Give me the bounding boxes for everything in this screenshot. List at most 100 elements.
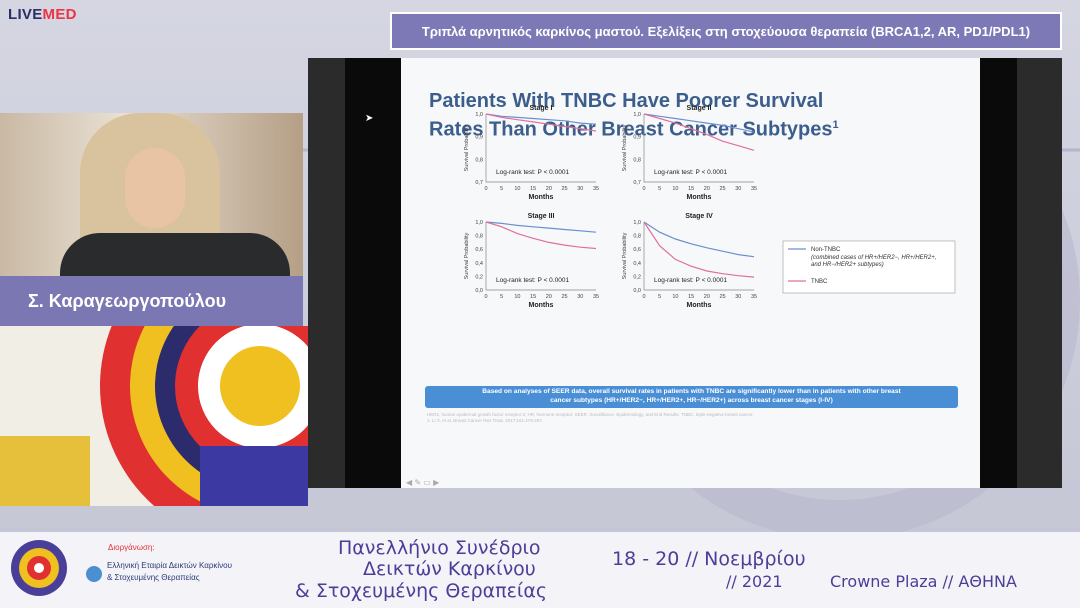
legend-non-tnbc-detail: and HR−/HER2+ subtypes) [811, 262, 884, 268]
x-tick-label: 15 [530, 186, 536, 192]
speaker-name: Σ. Καραγεωργοπούλου [0, 276, 303, 326]
x-tick-label: 0 [484, 186, 487, 192]
chart-title: Stage II [687, 105, 712, 112]
y-axis-label: Survival Probability [464, 232, 470, 279]
chart-axes [485, 114, 596, 183]
series-line-tnbc [485, 221, 597, 250]
chart-title: Stage IV [685, 213, 713, 220]
x-tick-label: 35 [593, 186, 599, 192]
y-axis-label: Survival Probability [622, 124, 628, 171]
x-tick-label: 30 [577, 294, 583, 300]
society-name-2: & Στοχευμένης Θεραπείας [107, 573, 200, 582]
x-tick-label: 25 [720, 186, 726, 192]
x-axis-label: Months [687, 302, 712, 309]
x-tick-label: 10 [672, 186, 678, 192]
logrank-text: Log-rank test: P < 0.0001 [496, 277, 569, 284]
y-tick-label: 0,9 [633, 135, 641, 141]
x-tick-label: 30 [735, 186, 741, 192]
series-line-non-tnbc [643, 221, 755, 258]
chart-axes [643, 222, 754, 291]
series-line-non-tnbc [643, 113, 755, 133]
slide-nav-controls[interactable]: ◀ ✎ ▭ ▶ [406, 478, 440, 487]
logrank-text: Log-rank test: P < 0.0001 [496, 169, 569, 176]
y-tick-label: 0,6 [633, 247, 641, 253]
x-tick-label: 15 [688, 294, 694, 300]
speaker-face [125, 148, 185, 228]
x-tick-label: 0 [484, 294, 487, 300]
conference-logo-icon [11, 540, 102, 596]
x-tick-label: 25 [720, 294, 726, 300]
y-tick-label: 0,8 [475, 157, 483, 163]
chart-axes [643, 114, 754, 183]
x-axis-label: Months [529, 302, 554, 309]
x-tick-label: 0 [642, 186, 645, 192]
slide: Patients With TNBC Have Poorer Survival R… [401, 58, 980, 488]
y-tick-label: 0,2 [633, 274, 641, 280]
x-tick-label: 20 [546, 186, 552, 192]
concentric-art [0, 326, 308, 506]
legend-non-tnbc: Non-TNBC [811, 247, 841, 253]
conference-year: // 2021 [726, 572, 783, 591]
y-tick-label: 0,4 [475, 261, 483, 267]
series-line-tnbc [485, 113, 597, 132]
x-tick-label: 5 [500, 186, 503, 192]
legend-tnbc: TNBC [811, 279, 828, 285]
series-line-non-tnbc [485, 221, 597, 233]
x-tick-label: 5 [500, 294, 503, 300]
chart-title: Stage I [530, 105, 553, 112]
survival-charts: Stage I 0,7 0,8 0,9 1,0 0 5 10 15 20 25 30 35 Months S… [464, 105, 956, 309]
letterbox-left [345, 58, 401, 488]
footer-banner [0, 532, 1080, 608]
series-line-non-tnbc [485, 113, 597, 125]
x-tick-label: 20 [704, 186, 710, 192]
speaker-body [60, 233, 290, 276]
y-tick-label: 0,8 [475, 234, 483, 240]
y-tick-label: 0,8 [633, 157, 641, 163]
presentation-area: ➤ Patients With TNBC Have Poorer Surviva… [308, 58, 1062, 488]
y-tick-label: 0,8 [633, 234, 641, 240]
x-axis-label: Months [687, 194, 712, 201]
footnote: HER2, human epidermal growth factor rece… [427, 412, 807, 424]
y-tick-label: 0,6 [475, 247, 483, 253]
x-axis-label: Months [529, 194, 554, 201]
decorative-artwork [0, 326, 308, 506]
x-tick-label: 35 [751, 186, 757, 192]
x-tick-label: 30 [577, 186, 583, 192]
x-tick-label: 20 [704, 294, 710, 300]
conference-venue: Crowne Plaza // ΑΘΗΝΑ [830, 572, 1017, 591]
x-tick-label: 15 [530, 294, 536, 300]
x-tick-label: 5 [658, 186, 661, 192]
x-tick-label: 10 [514, 294, 520, 300]
x-tick-label: 35 [593, 294, 599, 300]
speaker-video [0, 113, 303, 278]
x-tick-label: 10 [514, 186, 520, 192]
y-axis-label: Survival Probability [464, 124, 470, 171]
society-name-1: Ελληνική Εταιρία Δεικτών Καρκίνου [107, 561, 232, 570]
conference-name-1: Πανελλήνιο Συνέδριο [338, 537, 541, 559]
series-line-tnbc [643, 113, 755, 151]
y-tick-label: 0,4 [633, 261, 641, 267]
conference-dates: 18 - 20 // Νοεμβρίου [612, 548, 806, 570]
chart-title: Stage III [528, 213, 555, 220]
x-tick-label: 10 [672, 294, 678, 300]
mouse-cursor-icon: ➤ [365, 113, 374, 124]
slide-title: Patients With TNBC Have Poorer Survival R… [429, 90, 839, 141]
summary-line-1: Based on analyses of SEER data, overall … [482, 388, 901, 395]
footnote-line-1: HER2, human epidermal growth factor rece… [427, 412, 754, 417]
y-tick-label: 0,7 [475, 180, 483, 186]
y-tick-label: 1,0 [475, 112, 483, 118]
y-tick-label: 0,7 [633, 180, 641, 186]
x-tick-label: 25 [562, 186, 568, 192]
y-tick-label: 0,0 [633, 288, 641, 294]
chart-axes [485, 222, 596, 291]
y-tick-label: 1,0 [633, 112, 641, 118]
x-tick-label: 30 [735, 294, 741, 300]
logrank-text: Log-rank test: P < 0.0001 [654, 169, 727, 176]
livemed-logo: LIVEMED [8, 6, 77, 23]
x-tick-label: 15 [688, 186, 694, 192]
x-tick-label: 5 [658, 294, 661, 300]
y-tick-label: 0,0 [475, 288, 483, 294]
session-title: Τριπλά αρνητικός καρκίνος μαστού. Εξελίξ… [390, 12, 1062, 50]
organizer-label: Διοργάνωση: [108, 543, 155, 552]
x-tick-label: 20 [546, 294, 552, 300]
